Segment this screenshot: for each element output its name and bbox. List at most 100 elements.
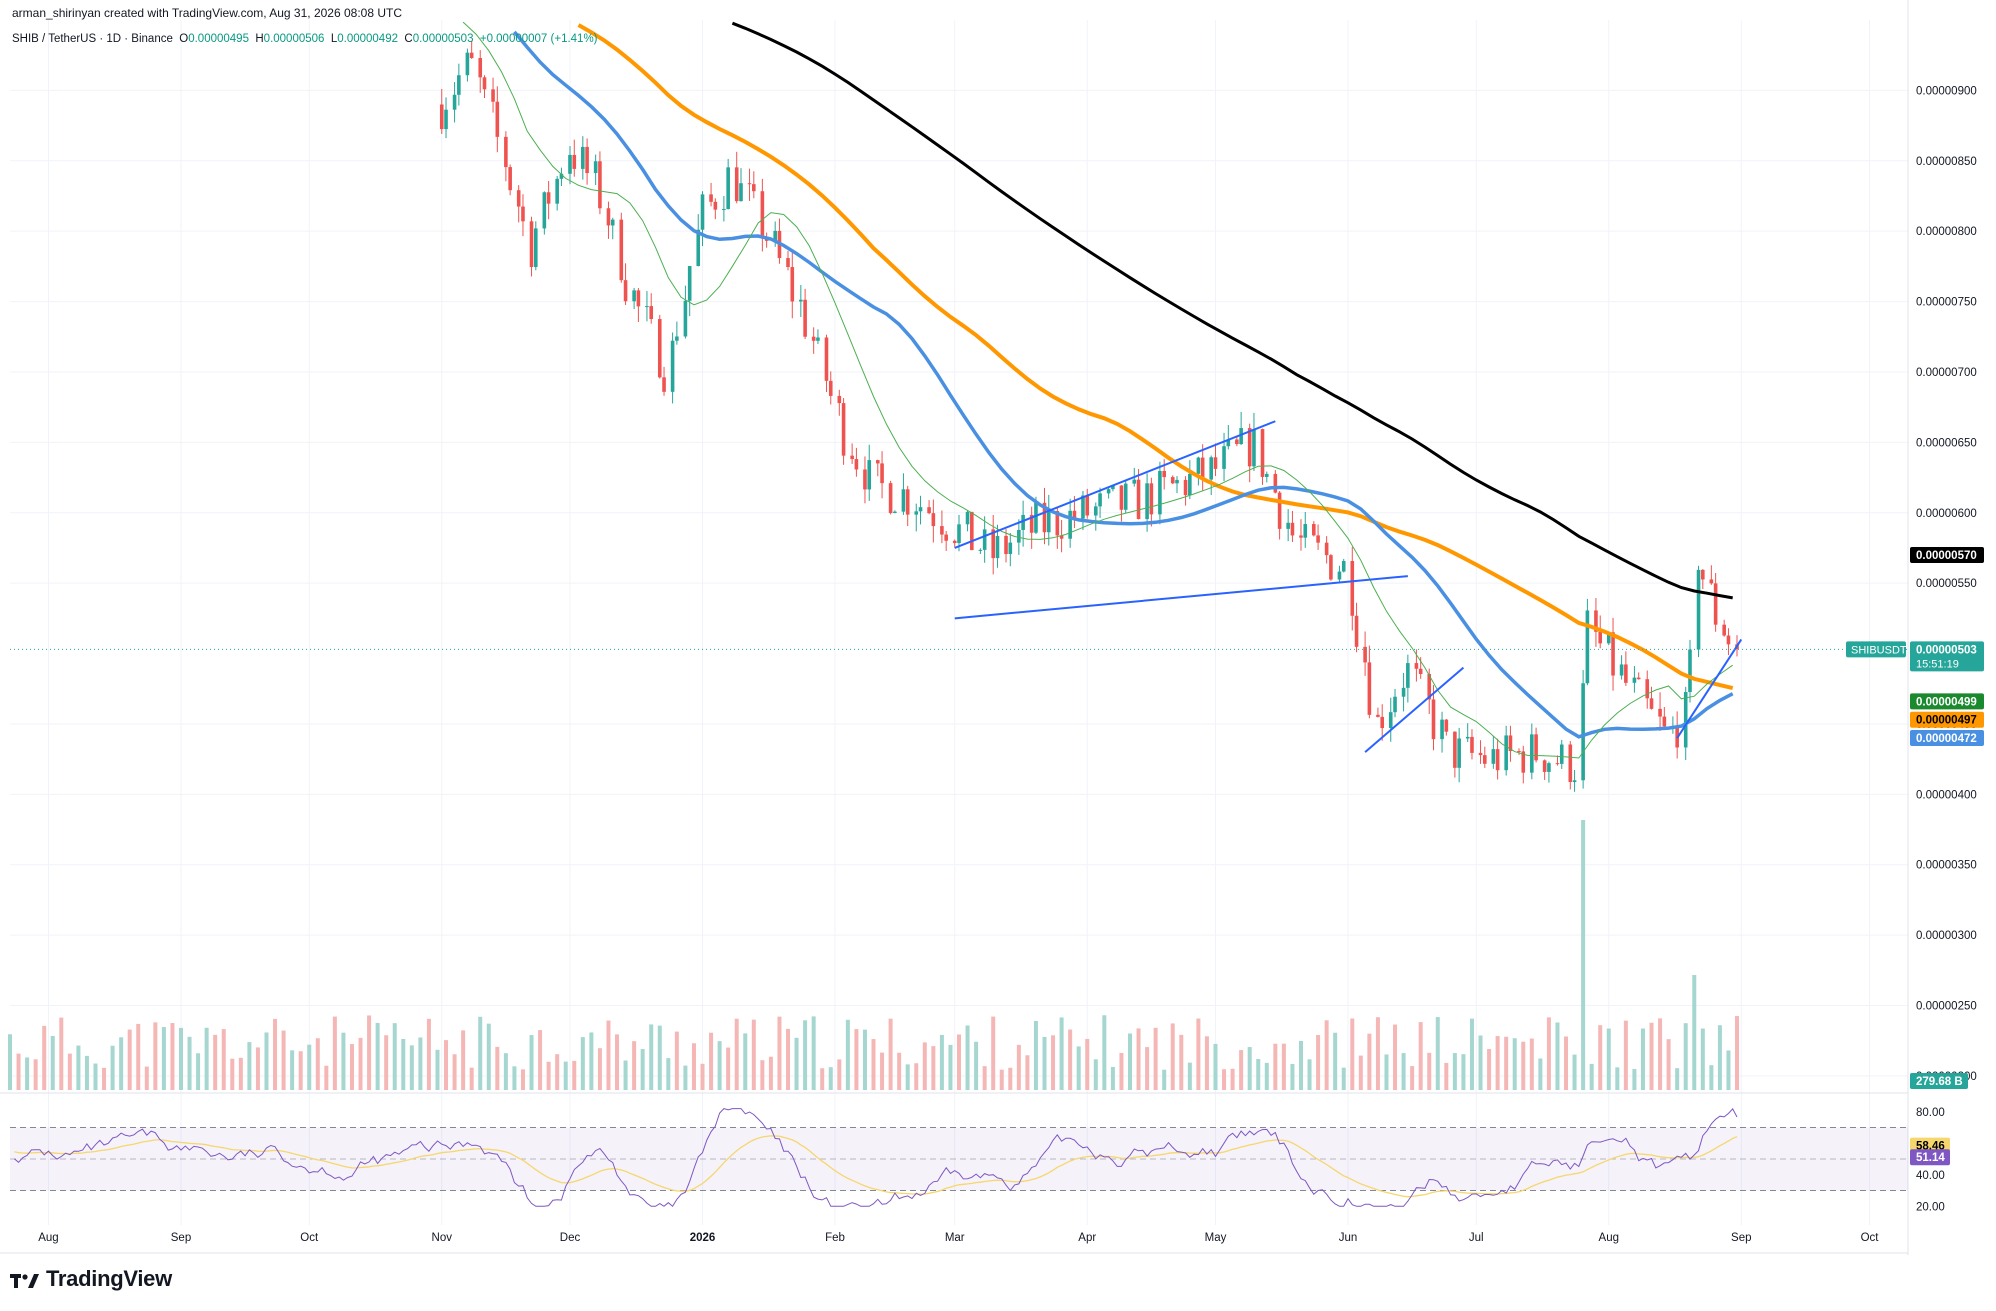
tradingview-logo[interactable]: TradingView: [10, 1266, 172, 1292]
volume-bar: [1726, 1050, 1731, 1090]
volume-bar: [666, 1058, 671, 1090]
candle-body: [1042, 502, 1047, 533]
volume-bar: [580, 1037, 585, 1090]
candle-body: [799, 299, 803, 302]
candle-body: [1482, 755, 1487, 764]
candle-body: [1111, 485, 1115, 490]
candle-body: [1200, 457, 1205, 480]
candle-body: [1329, 555, 1333, 580]
candle-body: [1072, 510, 1077, 519]
candle-body: [914, 511, 919, 515]
candle-body: [1196, 457, 1201, 474]
candle-body: [927, 507, 931, 514]
trendline-1[interactable]: [954, 575, 1408, 620]
time-tick-label: Mar: [945, 1232, 965, 1244]
candle-body: [1645, 679, 1650, 699]
candle-body: [1235, 439, 1239, 445]
volume-bar: [461, 1030, 466, 1090]
close-value: 0.00000503: [412, 33, 474, 45]
trendline-2[interactable]: [1364, 666, 1465, 753]
candle-body: [1055, 511, 1060, 536]
volume-bar: [1281, 1043, 1286, 1090]
candle-body: [610, 219, 615, 226]
close-label: C: [404, 33, 413, 45]
volume-bar: [939, 1034, 944, 1090]
volume-bar: [1649, 1022, 1654, 1090]
candle-body: [598, 161, 602, 209]
volume-bar: [426, 1018, 431, 1090]
volume-bar: [1700, 1028, 1705, 1090]
volume-bar: [33, 1059, 38, 1090]
candle-body: [457, 75, 461, 95]
price-tick-label: 0.00000650: [1916, 437, 1977, 449]
ma-20-value-tag-bg: [1910, 693, 1984, 710]
volume-bar: [914, 1063, 919, 1090]
volume-bar: [1444, 1062, 1449, 1090]
price-tick-label: 0.00000750: [1916, 297, 1977, 309]
candle-body: [683, 300, 688, 337]
candle-body: [1132, 479, 1137, 484]
volume-bar: [1085, 1038, 1090, 1090]
volume-bar: [93, 1063, 98, 1090]
volume-bar: [187, 1036, 192, 1090]
candle-body: [1188, 473, 1192, 496]
volume-bar: [1504, 1036, 1509, 1090]
volume-bar: [1512, 1038, 1517, 1090]
volume-bar: [1393, 1024, 1398, 1090]
trendline-0[interactable]: [954, 420, 1276, 549]
candle-body: [1367, 662, 1372, 715]
candle-body: [1594, 610, 1598, 632]
rsi-value-tag: 51.14: [1916, 1152, 1945, 1164]
candle-body: [1299, 535, 1303, 538]
candle-body: [1286, 522, 1290, 529]
countdown-tag: 15:51:19: [1916, 658, 1959, 670]
high-value: 0.00000506: [263, 33, 325, 45]
author-credit: arman_shirinyan created with TradingView…: [12, 6, 402, 20]
symbol-name[interactable]: SHIB / TetherUS · 1D · Binance: [12, 33, 173, 45]
candle-body: [893, 511, 897, 514]
volume-bar: [845, 1019, 850, 1090]
candle-body: [465, 52, 470, 76]
candle-body: [593, 161, 598, 174]
volume-bar: [1469, 1018, 1474, 1090]
candle-body: [1606, 632, 1611, 644]
volume-bar: [290, 1050, 295, 1090]
candle-body: [1713, 583, 1718, 625]
volume-bar: [743, 1033, 748, 1090]
volume-bar: [1196, 1018, 1201, 1090]
trendline-3[interactable]: [1676, 638, 1743, 739]
candle-body: [657, 319, 662, 378]
ma-100-value-tag: 0.00000497: [1916, 715, 1977, 727]
time-tick-label: Sep: [1731, 1232, 1751, 1244]
volume-bar: [110, 1045, 115, 1090]
volume-bar: [1717, 1025, 1722, 1090]
volume-bar: [367, 1015, 372, 1090]
volume-bar: [734, 1018, 739, 1090]
candle-body: [495, 101, 500, 137]
candle-body: [991, 529, 995, 559]
candle-body: [952, 540, 957, 544]
candle-body: [752, 184, 756, 192]
ma-200-line: [731, 21, 1733, 600]
volume-bar: [520, 1069, 525, 1090]
tradingview-logo-icon: [10, 1270, 40, 1288]
volume-bar: [1658, 1018, 1663, 1090]
price-tick-label: 0.00000550: [1916, 578, 1977, 590]
candle-body: [790, 267, 795, 302]
candle-body: [1662, 716, 1667, 727]
volume-bar: [170, 1023, 175, 1090]
volume-bar: [1016, 1044, 1021, 1090]
candle-body: [1059, 535, 1064, 539]
volume-bar: [871, 1039, 876, 1090]
candle-body: [1491, 749, 1496, 764]
volume-bar: [1059, 1017, 1064, 1090]
volume-bar: [1119, 1052, 1124, 1090]
candle-body: [1175, 479, 1179, 484]
candle-body: [1453, 731, 1457, 768]
candle-body: [1478, 752, 1483, 756]
time-tick-label: Aug: [1599, 1232, 1619, 1244]
volume-bar: [563, 1061, 568, 1090]
candle-body: [875, 460, 880, 464]
candle-body: [1709, 579, 1714, 584]
